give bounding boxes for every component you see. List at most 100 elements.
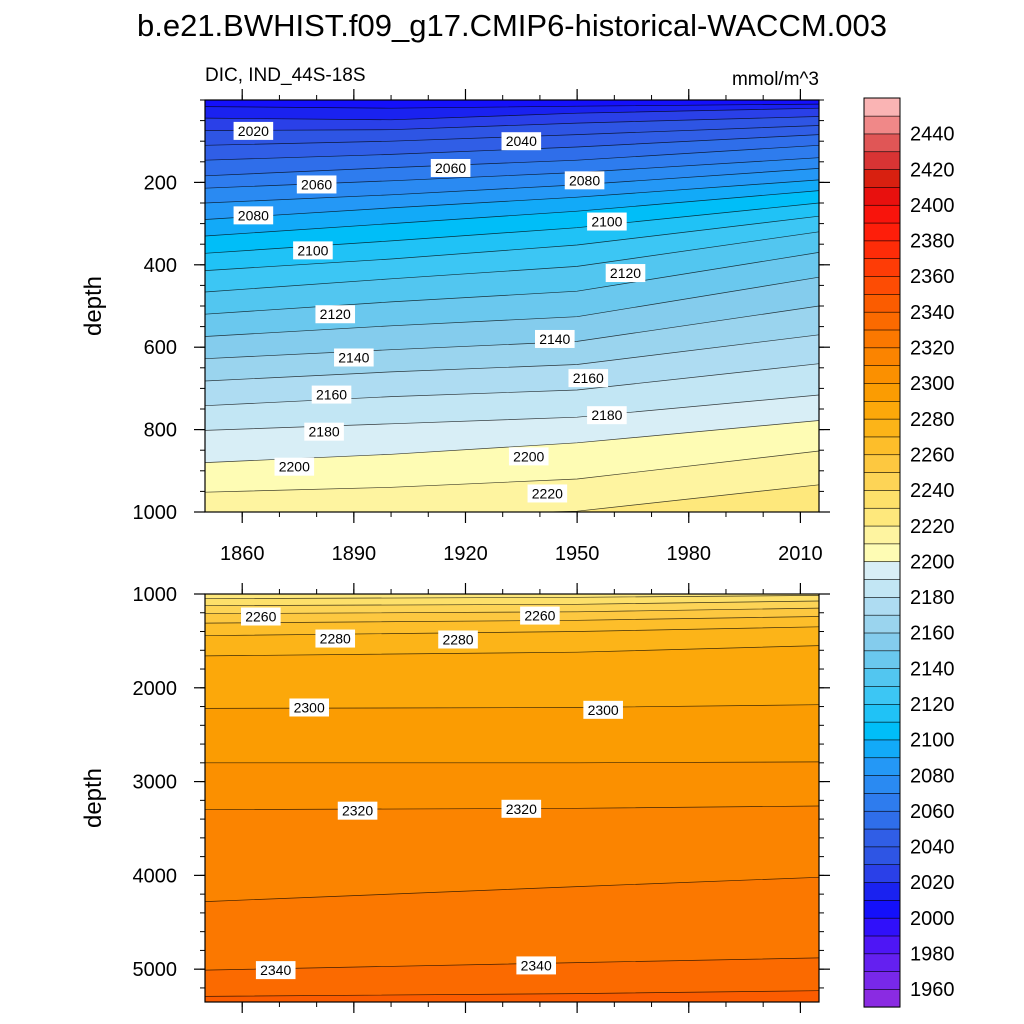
lower-contour-label-text: 2300: [294, 699, 325, 715]
upper-contour-2100: [205, 190, 819, 237]
upper-y-tick-label: 400: [144, 255, 177, 277]
colorbar-swatch: [863, 757, 901, 776]
upper-contour-2210: [205, 450, 819, 493]
upper-contour-label: 2180: [587, 406, 627, 425]
upper-contour-label-text: 2200: [513, 448, 544, 464]
lower-contour-label: 2300: [289, 698, 329, 717]
upper-contour-label: 2040: [501, 132, 542, 151]
lower-contour-2340: [205, 990, 819, 997]
lower-contour-2320: [205, 876, 819, 902]
upper-band-2220: [546, 484, 819, 512]
colorbar-swatch: [863, 507, 901, 527]
lower-contour-label-text: 2280: [442, 631, 473, 647]
upper-contour-label: 2160: [311, 385, 352, 404]
upper-x-tick-label: 2010: [778, 543, 823, 565]
colorbar-swatch: [863, 222, 901, 242]
upper-contour-label-text: 2180: [309, 424, 340, 440]
upper-contour-label-text: 2040: [506, 133, 537, 149]
colorbar-tick-label: 2220: [910, 516, 955, 538]
upper-x-tick-label: 1980: [667, 543, 712, 565]
colorbar-swatch: [863, 186, 901, 206]
upper-contour-2090: [205, 179, 819, 220]
colorbar-tick-label: 2020: [910, 872, 955, 894]
colorbar-swatch: [863, 347, 901, 366]
colorbar-swatch: [863, 632, 901, 652]
upper-contour-label-text: 2160: [573, 370, 604, 386]
upper-contour-label-bg: [564, 171, 605, 190]
colorbar-tick-label: 1980: [910, 944, 955, 966]
upper-x-tick-label: 1950: [555, 543, 600, 565]
upper-contour-label: 2120: [315, 305, 356, 324]
lower-contour-2290: [205, 704, 819, 709]
upper-contour-2080: [205, 168, 819, 204]
upper-contour-label-bg: [587, 406, 627, 425]
upper-contour-label: 2100: [587, 212, 627, 231]
lower-contour-label: 2260: [241, 607, 281, 626]
lower-contour-label-bg: [583, 700, 623, 719]
lower-contour-label-text: 2340: [260, 962, 291, 978]
colorbar-swatch: [863, 792, 901, 812]
colorbar-swatch: [863, 240, 901, 260]
colorbar-swatch: [863, 953, 901, 972]
lower-contour-2240: [205, 600, 819, 607]
figure-title: b.e21.BWHIST.f09_g17.CMIP6-historical-WA…: [137, 8, 887, 43]
upper-contour-label: 2100: [293, 241, 333, 260]
upper-contour-label-bg: [534, 329, 575, 348]
lower-contour-label-text: 2260: [245, 609, 276, 625]
lower-contour-label: 2260: [520, 606, 560, 625]
colorbar-tick-label: 2380: [910, 231, 955, 253]
lower-panel: 2260 2260 2280 2280 2300 2300 2320 2320 2340 2340…: [133, 583, 830, 1013]
upper-contour-label-bg: [293, 241, 333, 260]
upper-contour-label: 2160: [568, 369, 609, 388]
upper-contour-2120: [205, 215, 819, 271]
upper-contour-label-text: 2140: [338, 350, 369, 366]
colorbar-tick-label: 2160: [910, 623, 955, 645]
colorbar-swatch: [863, 436, 901, 456]
upper-contour-label: 2200: [508, 447, 549, 466]
lower-contour-label-bg: [520, 606, 560, 625]
upper-contour-label-bg: [274, 457, 315, 476]
lower-contour-label-bg: [501, 799, 542, 818]
colorbar-tick-label: 1960: [910, 979, 955, 1001]
colorbar-swatch: [863, 311, 901, 331]
colorbar-swatch: [863, 721, 901, 741]
upper-contour-label-text: 2100: [591, 214, 622, 230]
upper-contour-label-bg: [605, 264, 646, 283]
upper-contour-label-text: 2180: [591, 407, 622, 423]
upper-x-tick-label: 1890: [332, 543, 377, 565]
upper-contour-label: 2020: [233, 121, 274, 140]
upper-contour-label-text: 2100: [297, 242, 328, 258]
lower-y-tick-label: 2000: [133, 678, 178, 700]
upper-contour-2150: [205, 276, 819, 337]
colorbar-tick-label: 2060: [910, 801, 955, 823]
upper-contour-2010: [205, 103, 819, 109]
colorbar-swatch: [863, 418, 901, 438]
lower-contour-2330: [205, 957, 819, 971]
colorbar-swatch: [863, 329, 901, 349]
lower-contour-label: 2300: [583, 700, 623, 719]
colorbar-tick-label: 2080: [910, 765, 955, 787]
colorbar-swatch: [863, 489, 901, 509]
upper-contour-2220: [533, 484, 819, 512]
lower-contour-label-text: 2260: [524, 608, 555, 624]
upper-contour-label-text: 2060: [301, 176, 332, 192]
lower-contour-2250: [205, 607, 819, 615]
colorbar-swatch: [863, 561, 901, 580]
upper-contour-label: 2140: [534, 329, 575, 348]
upper-contour-label-bg: [430, 158, 471, 177]
colorbar: 1960 1980 2000 2020 2040 2060 2080 2100 2120 2140…: [863, 97, 955, 1008]
upper-contour-2040: [205, 125, 819, 146]
colorbar-swatch: [863, 899, 901, 919]
upper-contour-label: 2080: [564, 171, 605, 190]
lower-contour-label-bg: [315, 629, 356, 648]
upper-contour-2180: [205, 363, 819, 407]
upper-contour-label-text: 2080: [238, 207, 269, 223]
upper-contour-2190: [205, 394, 819, 431]
upper-contour-2060: [205, 144, 819, 177]
colorbar-swatch: [863, 204, 901, 224]
variable-label: DIC, IND_44S-18S: [205, 65, 366, 86]
upper-x-tick-label: 1920: [443, 543, 488, 565]
upper-contour-label-bg: [233, 206, 274, 225]
colorbar-tick-label: 2100: [910, 730, 955, 752]
